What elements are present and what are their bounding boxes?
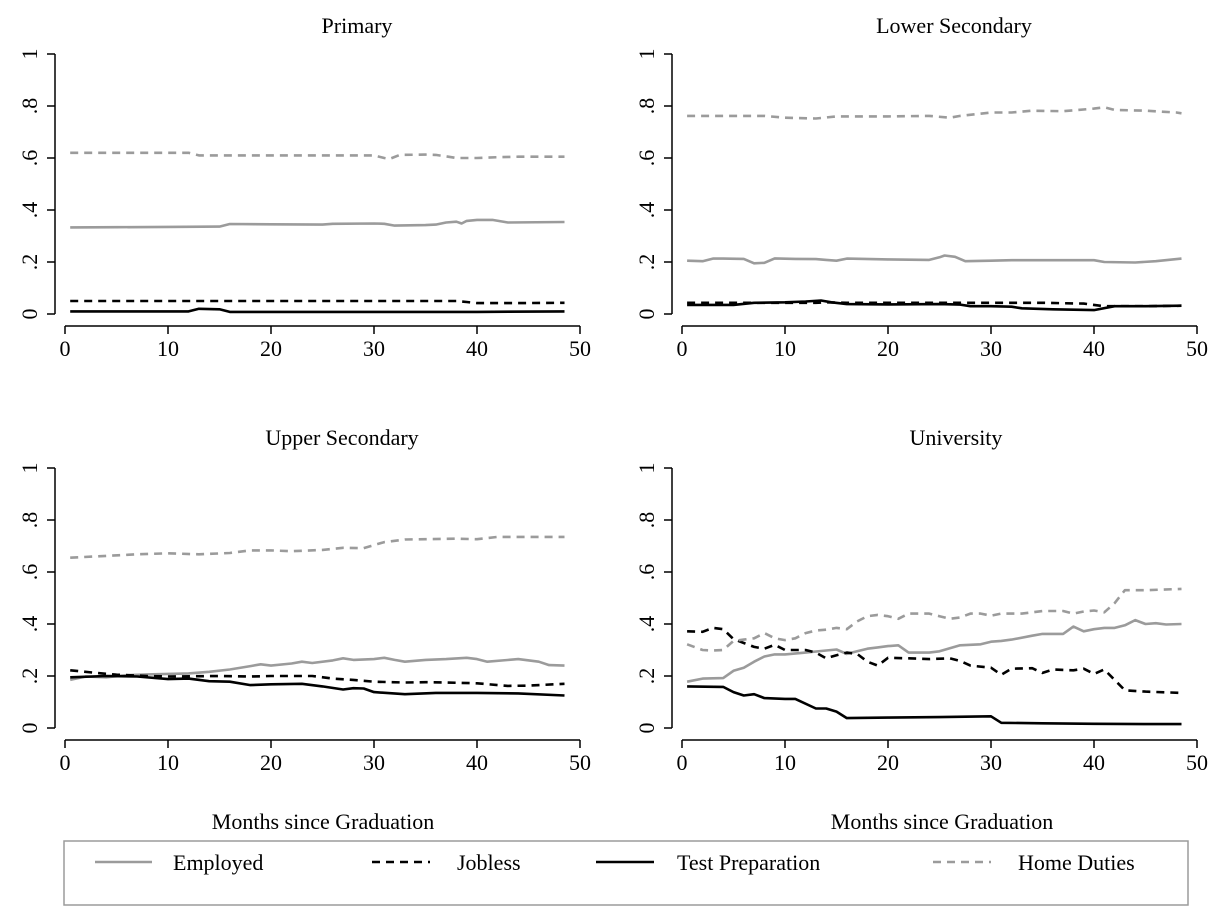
x-tick-label-lower-secondary-4: 40 [1083, 336, 1105, 361]
y-tick-label-primary-0: 0 [17, 309, 42, 320]
x-tick-label-university-2: 20 [877, 750, 899, 775]
series-line-primary-home-duties [70, 151, 565, 161]
y-tick-label-lower-secondary-2: .4 [634, 202, 659, 219]
y-tick-label-upper-secondary-5: 1 [17, 463, 42, 474]
x-tick-label-primary-5: 50 [569, 336, 591, 361]
y-tick-label-primary-5: 1 [17, 49, 42, 60]
panel-lower-secondary: Lower Secondary 0.2.4.6.810 10 20 30 40 50 [634, 13, 1208, 361]
legend-frame [63, 840, 1189, 906]
series-line-primary-employed [70, 218, 565, 229]
x-axis-title-upper-secondary: Months since Graduation [212, 809, 434, 834]
x-tick-label-primary-4: 40 [466, 336, 488, 361]
x-tick-label-lower-secondary-5: 50 [1186, 336, 1208, 361]
x-tick-label-university-0: 0 [677, 750, 688, 775]
y-tick-label-lower-secondary-5: 1 [634, 49, 659, 60]
panel-title-primary: Primary [322, 13, 393, 38]
legend-label-home-duties: Home Duties [1018, 850, 1135, 875]
y-tick-label-upper-secondary-4: .8 [17, 512, 42, 529]
x-tick-label-university-5: 50 [1186, 750, 1208, 775]
y-tick-label-primary-4: .8 [17, 98, 42, 115]
x-tick-label-upper-secondary-2: 20 [260, 750, 282, 775]
legend: Employed Jobless Test Preparation Home D… [63, 840, 1189, 906]
series-line-upper-secondary-jobless [70, 669, 565, 688]
y-tick-label-primary-1: .2 [17, 254, 42, 271]
panel-upper-secondary: Upper Secondary Months since Graduation … [17, 425, 591, 834]
y-tick-label-upper-secondary-0: 0 [17, 723, 42, 734]
x-tick-label-upper-secondary-0: 0 [60, 750, 71, 775]
legend-item-home-duties: Home Duties [933, 850, 1135, 875]
series-line-university-employed [686, 618, 1182, 683]
x-tick-label-lower-secondary-1: 10 [774, 336, 796, 361]
panel-title-upper-secondary: Upper Secondary [265, 425, 418, 450]
y-tick-label-university-3: .6 [634, 564, 659, 581]
series-line-university-jobless [687, 626, 1182, 695]
series-line-lower-secondary-home-duties [687, 106, 1182, 120]
x-tick-label-lower-secondary-3: 30 [980, 336, 1002, 361]
y-tick-label-lower-secondary-4: .8 [634, 98, 659, 115]
y-tick-label-primary-2: .4 [17, 202, 42, 219]
y-tick-label-university-1: .2 [634, 668, 659, 685]
y-tick-label-lower-secondary-3: .6 [634, 150, 659, 167]
x-tick-label-university-4: 40 [1083, 750, 1105, 775]
x-tick-label-upper-secondary-4: 40 [466, 750, 488, 775]
legend-item-jobless: Jobless [372, 850, 521, 875]
x-tick-label-upper-secondary-1: 10 [157, 750, 179, 775]
legend-item-employed: Employed [95, 850, 263, 875]
panel-title-university: University [910, 425, 1003, 450]
y-tick-label-university-0: 0 [634, 723, 659, 734]
series-line-lower-secondary-test-preparation [687, 299, 1182, 312]
series-line-primary-jobless [70, 299, 565, 305]
series-line-upper-secondary-employed [69, 656, 565, 682]
panel-primary: Primary 0.2.4.6.810 10 20 30 40 50 [17, 13, 591, 361]
y-tick-label-upper-secondary-2: .4 [17, 616, 42, 633]
x-tick-label-primary-0: 0 [60, 336, 71, 361]
legend-label-test-preparation: Test Preparation [677, 850, 820, 875]
x-tick-label-primary-1: 10 [157, 336, 179, 361]
legend-item-test-preparation: Test Preparation [596, 850, 820, 875]
series-line-university-test-preparation [687, 685, 1182, 726]
y-tick-label-upper-secondary-1: .2 [17, 668, 42, 685]
series-line-lower-secondary-employed [687, 254, 1182, 265]
legend-label-jobless: Jobless [457, 850, 521, 875]
y-tick-label-university-2: .4 [634, 616, 659, 633]
legend-label-employed: Employed [173, 850, 263, 875]
x-tick-label-upper-secondary-3: 30 [363, 750, 385, 775]
x-tick-label-primary-2: 20 [260, 336, 282, 361]
y-tick-label-upper-secondary-3: .6 [17, 564, 42, 581]
y-tick-label-primary-3: .6 [17, 150, 42, 167]
x-tick-label-lower-secondary-0: 0 [677, 336, 688, 361]
y-tick-label-lower-secondary-0: 0 [634, 309, 659, 320]
x-axis-title-university: Months since Graduation [831, 809, 1053, 834]
series-line-upper-secondary-test-preparation [70, 674, 565, 697]
x-tick-label-university-3: 30 [980, 750, 1002, 775]
y-tick-label-university-4: .8 [634, 512, 659, 529]
series-line-upper-secondary-home-duties [70, 535, 565, 559]
series-line-university-home-duties [686, 587, 1182, 652]
x-tick-label-upper-secondary-5: 50 [569, 750, 591, 775]
x-tick-label-primary-3: 30 [363, 336, 385, 361]
x-tick-label-university-1: 10 [774, 750, 796, 775]
x-tick-label-lower-secondary-2: 20 [877, 336, 899, 361]
panel-university: University Months since Graduation 0 .2 .4… [634, 425, 1208, 834]
series-line-primary-test-preparation [70, 307, 565, 314]
y-tick-label-university-5: 1 [634, 463, 659, 474]
panel-title-lower-secondary: Lower Secondary [876, 13, 1032, 38]
y-tick-label-lower-secondary-1: .2 [634, 254, 659, 271]
